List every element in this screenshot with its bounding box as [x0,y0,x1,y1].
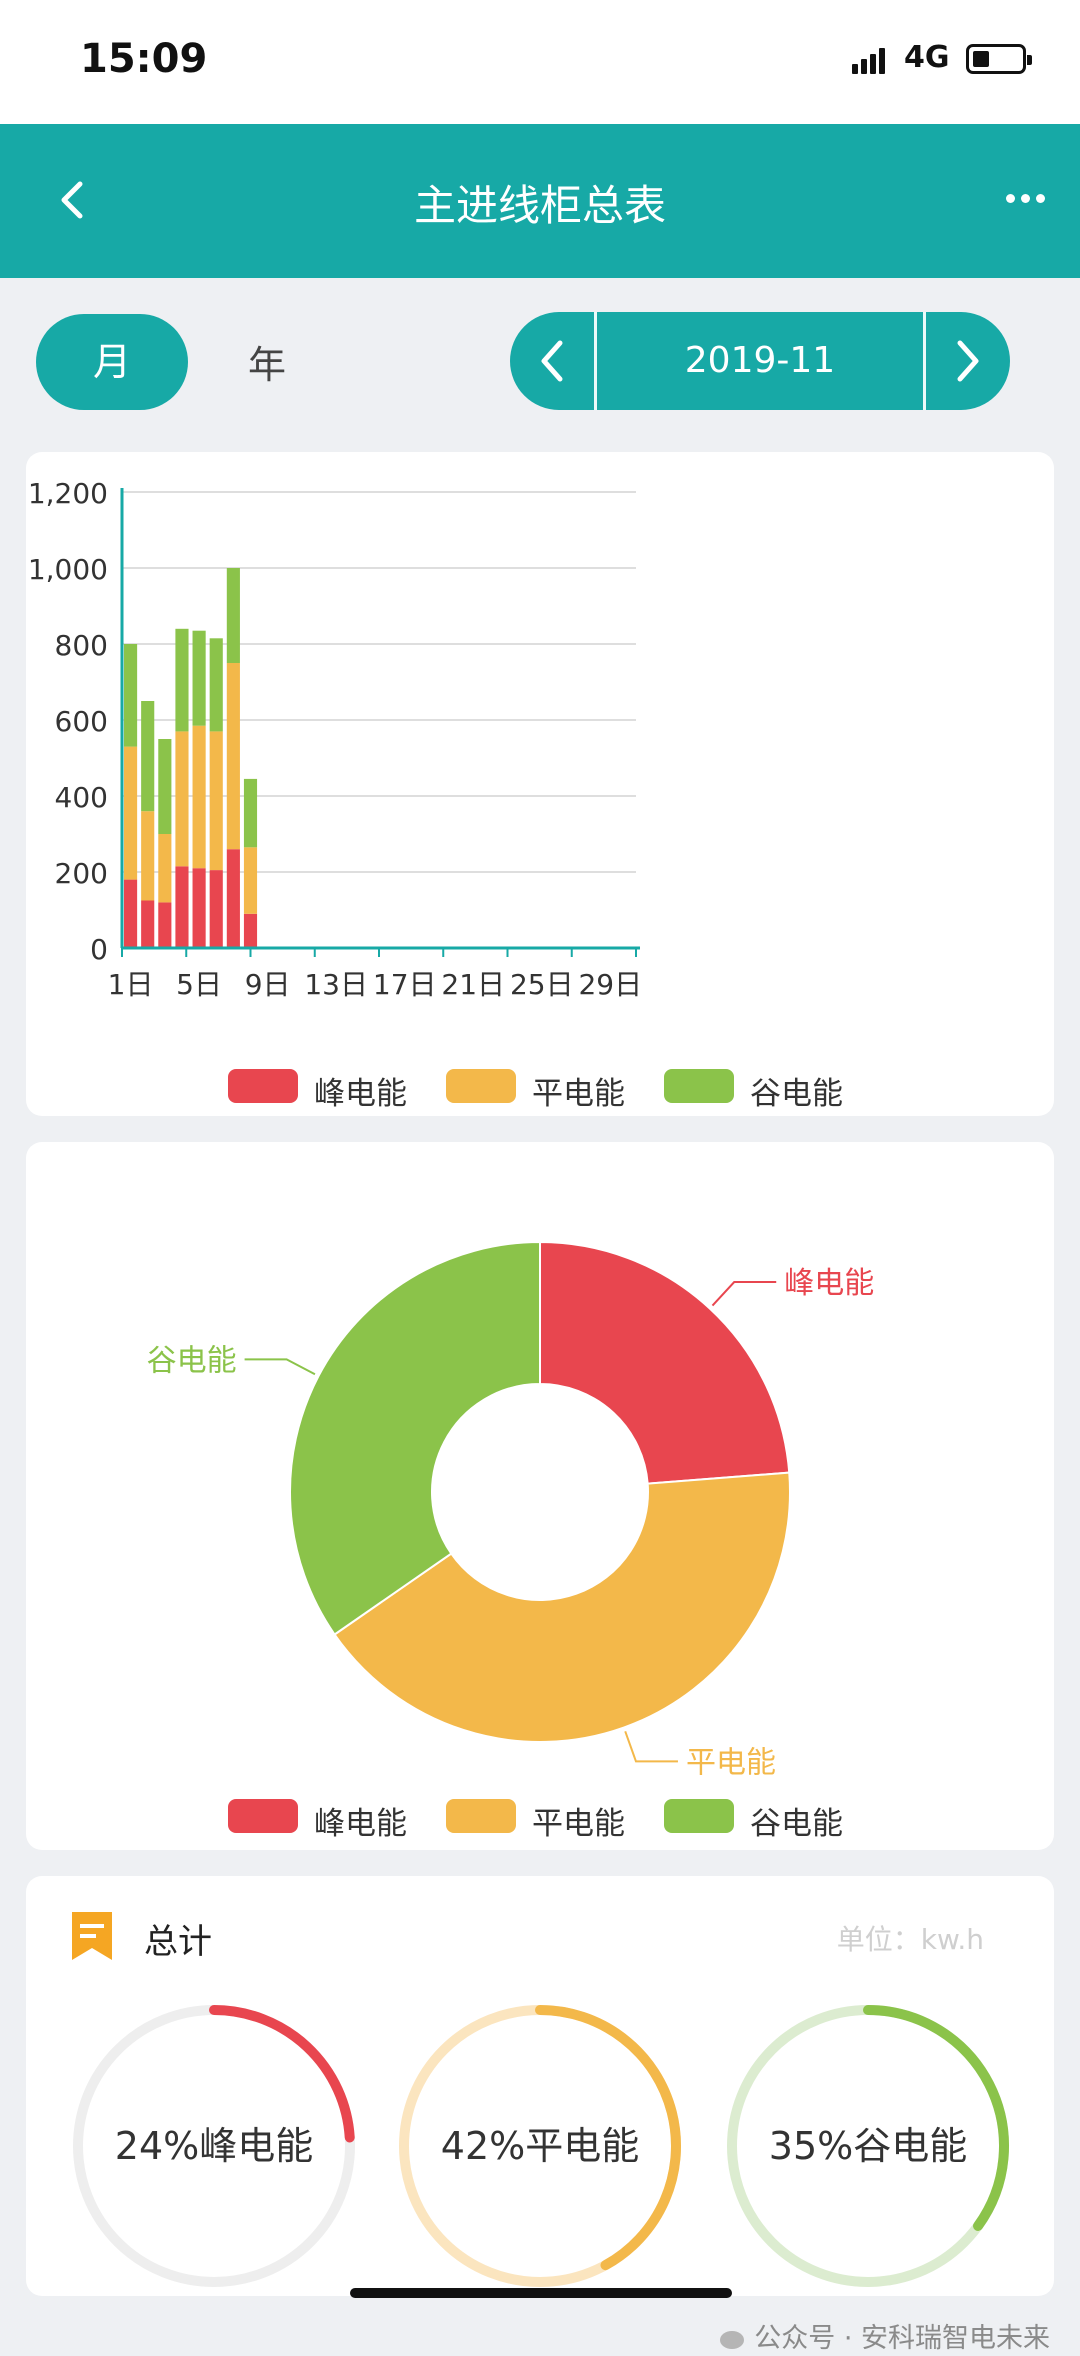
tab-year[interactable]: 年 [248,343,287,387]
legend-swatch-flat [446,1799,516,1833]
bar-segment [226,663,240,850]
date-picker: 2019-11 [510,312,1010,410]
bar-segment [243,847,258,914]
ring-label-peak: 24%峰电能 [115,2124,313,2168]
bar-segment [243,913,258,948]
daily-energy-bar-chart: 0 200 400 600 800 1,000 1,200 1日 5日 9日 13日 17日 21日 25… [28,477,642,1001]
legend-label-peak: 峰电能 [314,1806,407,1842]
total-card: 总计 单位：kw.h 24%峰电能 42%平电能 35%谷电能 [26,1876,1054,2296]
donut-label-line [624,1730,678,1763]
donut-chart-legend: 峰电能 平电能 谷电能 [26,1794,1054,1842]
legend-swatch-peak [228,1799,298,1833]
bar-segment [192,868,206,948]
bar-segment [175,731,189,867]
x-tick-label: 17日 [373,968,437,1001]
y-tick-label: 400 [55,781,108,814]
signal-icon [852,46,892,74]
y-tick-label: 800 [55,629,108,662]
ring-label-flat: 42%平电能 [441,2124,639,2168]
bar-segment [158,902,172,948]
prev-month-button[interactable] [510,312,597,410]
bar-segment [192,630,206,726]
bar-segment [158,834,172,903]
total-title: 总计 [144,1922,212,1962]
legend-swatch-flat [446,1069,516,1103]
watermark-text: 公众号 · 安科瑞智电未来 [754,2323,1050,2354]
y-tick-label: 200 [55,857,108,890]
network-type: 4G [904,40,950,75]
y-tick-label: 600 [55,705,108,738]
period-toolbar: 月 年 2019-11 [0,278,1080,442]
bar-segment [124,746,138,880]
donut-label-peak: 峰电能 [784,1266,874,1301]
bar-segment [243,778,258,848]
donut-slice-peak [539,1240,791,1485]
bar-segment [209,870,223,948]
x-tick-label: 1日 [108,968,154,1001]
bar-segment [209,731,223,871]
unit-label: 单位：kw.h [836,1923,984,1956]
more-menu-icon[interactable] [1006,184,1046,214]
donut-label-valley: 谷电能 [147,1343,237,1378]
page-title: 主进线柜总表 [413,181,666,230]
home-indicator [350,2288,732,2298]
donut-chart-card: 峰电能 平电能 谷电能 峰电能 平电能 谷电能 [26,1142,1054,1850]
x-tick-label: 21日 [441,968,505,1001]
legend-label-valley: 谷电能 [750,1076,843,1112]
bar-segment [158,739,172,834]
ring-progress-flat [535,2005,681,2271]
x-tick-label: 13日 [304,968,368,1001]
bar-segment [124,879,138,948]
chevron-right-icon [957,340,979,382]
bar-segment [192,725,206,869]
bar-segment [226,849,240,948]
donut-label-line [244,1358,316,1376]
legend-label-valley: 谷电能 [750,1806,843,1842]
donut-slice-valley [289,1240,541,1636]
status-time: 15:09 [80,36,208,82]
legend-swatch-peak [228,1069,298,1103]
bar-chart-legend: 峰电能 平电能 谷电能 [26,1064,1054,1112]
x-tick-label: 5日 [176,968,222,1001]
legend-label-flat: 平电能 [532,1076,625,1112]
nav-bar: 主进线柜总表 [0,124,1080,278]
bookmark-icon [72,1912,112,1960]
y-tick-label: 0 [90,933,108,966]
chevron-left-icon [541,340,563,382]
percent-rings: 24%峰电能 42%平电能 35%谷电能 [73,2005,1009,2287]
bar-segment [175,628,189,732]
next-month-button[interactable] [923,312,1010,410]
bar-segment [141,811,155,901]
wechat-icon [720,2330,745,2349]
x-tick-label: 25日 [510,968,574,1001]
legend-label-peak: 峰电能 [314,1076,407,1112]
bar-segment [141,701,155,812]
donut-slice-flat [333,1471,791,1743]
donut-label-line [711,1281,777,1307]
y-tick-label: 1,200 [28,477,108,510]
x-tick-label: 9日 [245,968,291,1001]
legend-label-flat: 平电能 [532,1806,625,1842]
donut-label-flat: 平电能 [686,1745,776,1780]
bar-segment [209,638,223,732]
back-arrow-icon[interactable] [52,170,92,230]
bar-segment [226,568,240,663]
date-value[interactable]: 2019-11 [684,340,836,381]
legend-swatch-valley [664,1799,734,1833]
watermark: 公众号 · 安科瑞智电未来 [720,2316,1050,2355]
bar-segment [175,866,189,948]
bar-segment [141,900,155,948]
ring-progress-valley [863,2005,1009,2231]
status-bar: 15:09 4G [0,0,1080,124]
bar-segment [124,644,138,747]
battery-icon [966,44,1032,74]
y-tick-label: 1,000 [28,553,108,586]
bar-chart-card: 0 200 400 600 800 1,000 1,200 1日 5日 9日 13日 17日 21日 25… [26,452,1054,1116]
ring-progress-peak [209,2005,355,2143]
ring-label-valley: 35%谷电能 [769,2124,967,2168]
tab-month[interactable]: 月 [36,314,188,410]
x-tick-label: 29日 [578,968,642,1001]
legend-swatch-valley [664,1069,734,1103]
